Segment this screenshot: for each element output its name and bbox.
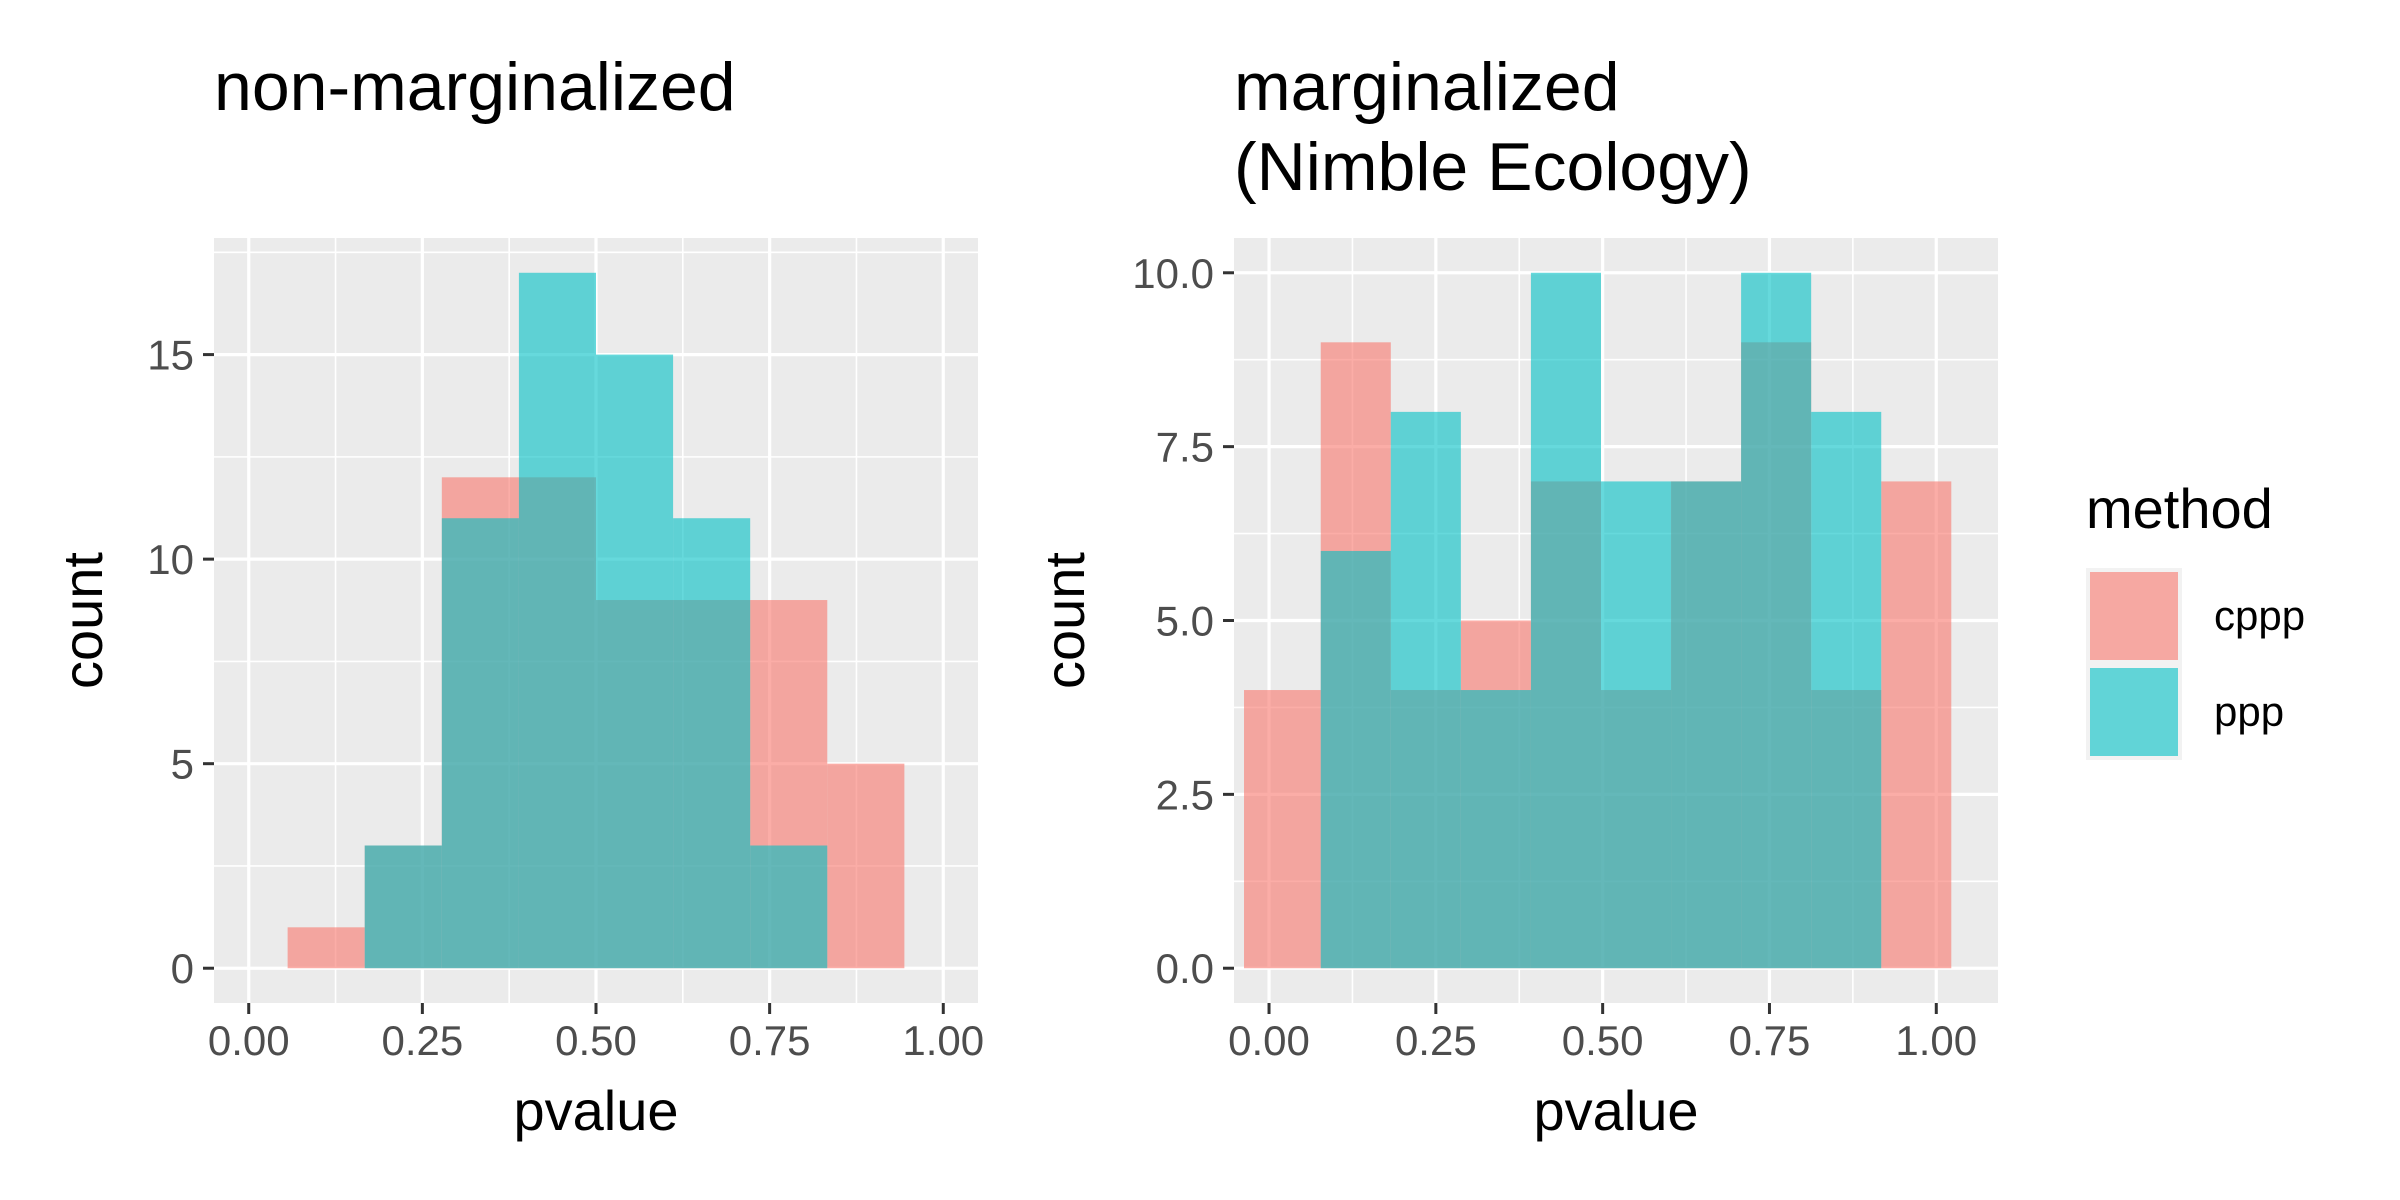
y-tick-label: 15: [147, 332, 194, 379]
bar-ppp: [750, 845, 828, 969]
x-tick-label: 0.00: [208, 1017, 290, 1064]
x-tick-label: 1.00: [1895, 1017, 1977, 1064]
chart-title-line: (Nimble Ecology): [1234, 129, 1752, 205]
x-axis-title: pvalue: [1533, 1079, 1698, 1142]
bar-cppp: [827, 763, 905, 969]
x-tick-label: 0.75: [729, 1017, 811, 1064]
bar-ppp: [1600, 481, 1672, 969]
y-axis-title: count: [51, 552, 114, 689]
y-tick-label: 7.5: [1156, 424, 1214, 471]
bar-ppp: [1460, 690, 1531, 969]
x-tick-label: 0.00: [1228, 1017, 1310, 1064]
x-tick-label: 0.75: [1729, 1017, 1811, 1064]
y-tick-label: 0.0: [1156, 945, 1214, 992]
bar-ppp: [1671, 481, 1742, 969]
chart-title: non-marginalized: [214, 49, 736, 125]
x-tick-label: 0.25: [1395, 1017, 1477, 1064]
bar-cppp: [287, 927, 365, 969]
legend-key-ppp: [2090, 668, 2178, 756]
panel-marginalized: 0.00 0.25 0.50 0.75 1.00 0.0 2.5 5.0 7.5 10.0 pval…: [1033, 49, 1998, 1142]
bar-ppp: [1811, 411, 1882, 969]
y-axis-title: count: [1033, 552, 1096, 689]
bar-cppp: [1881, 481, 1952, 969]
y-tick-label: 10: [147, 536, 194, 583]
bar-ppp: [1530, 272, 1601, 969]
y-tick-label: 0: [171, 945, 194, 992]
chart-title-line: marginalized: [1234, 49, 1620, 125]
y-tick-label: 5: [171, 741, 194, 788]
x-tick-label: 0.25: [381, 1017, 463, 1064]
bar-ppp: [1320, 550, 1391, 969]
x-axis-title: pvalue: [513, 1079, 678, 1142]
legend-title: method: [2086, 477, 2273, 540]
chart-title-line: non-marginalized: [214, 49, 736, 125]
y-tick-label: 2.5: [1156, 771, 1214, 818]
legend-label-ppp: ppp: [2214, 688, 2284, 735]
bar-ppp: [518, 272, 596, 969]
bar-ppp: [441, 518, 519, 969]
bar-ppp: [364, 845, 442, 969]
y-tick-label: 10.0: [1132, 250, 1214, 297]
y-tick-label: 5.0: [1156, 598, 1214, 645]
x-tick-label: 0.50: [1562, 1017, 1644, 1064]
legend-label-cppp: cppp: [2214, 592, 2305, 639]
panel-non-marginalized: 0.00 0.25 0.50 0.75 1.00 0 5 10 15 pvalue count non…: [51, 49, 984, 1142]
bar-ppp: [673, 518, 751, 969]
legend: method cppp ppp: [2086, 477, 2305, 760]
bar-cppp: [1244, 690, 1321, 969]
x-tick-label: 1.00: [902, 1017, 984, 1064]
bar-ppp: [1741, 272, 1812, 969]
x-tick-label: 0.50: [555, 1017, 637, 1064]
legend-key-cppp: [2090, 572, 2178, 660]
chart-title: marginalized (Nimble Ecology): [1234, 49, 1752, 205]
bar-ppp: [596, 354, 674, 969]
bar-ppp: [1390, 411, 1461, 969]
